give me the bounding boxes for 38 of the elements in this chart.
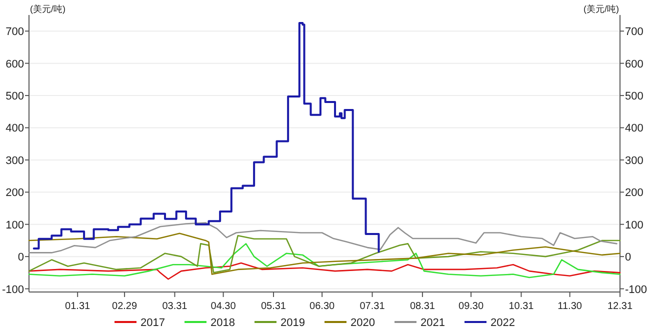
x-tick-label: 07.31 [360,301,386,312]
y-tick-label: 0 [18,252,24,264]
x-tick-label: 03.31 [162,301,188,312]
x-tick-label: 02.29 [112,301,138,312]
ylabel: (美元/吨) [30,4,66,14]
x-tick-label: 06.30 [310,301,336,312]
y2-tick-label: 0 [625,252,632,264]
y-tick-label: 500 [6,90,24,103]
y2-tick-label: 500 [625,90,644,103]
y2-tick-label: 200 [625,187,644,200]
y-tick-label: 700 [6,26,24,38]
y-tick-label: 600 [6,58,24,70]
y2-tick-label: 100 [625,219,644,232]
y-tick-label: -100 [2,284,24,296]
legend-label: 2018 [210,317,235,329]
x-tick-label: 10.31 [508,301,534,312]
y2-tick-label: -100 [625,284,648,296]
legend-label: 2019 [280,317,305,329]
legend-label: 2021 [420,317,445,329]
x-tick-label: 09.30 [458,301,484,312]
legend-label: 2020 [350,317,375,329]
legend-label: 2017 [140,317,165,329]
x-tick-label: 12.31 [607,301,633,312]
x-tick-label: 04.30 [210,301,236,312]
y2-tick-label: 700 [625,26,644,38]
legend-label: 2022 [490,317,515,329]
y2-tick-label: 600 [625,58,644,70]
y-tick-label: 400 [6,122,24,135]
y2-tick-label: 400 [625,122,644,135]
y2label: (美元/吨) [584,4,619,14]
y-tick-label: 200 [6,187,24,200]
y-tick-label: 100 [6,219,24,232]
y2-tick-label: 300 [625,154,644,167]
x-tick-label: 01.31 [65,301,91,312]
x-tick-label: 11.30 [558,301,582,312]
x-tick-label: 08.31 [410,301,436,312]
y-tick-label: 300 [6,154,24,167]
x-tick-label: 05.31 [260,301,286,312]
